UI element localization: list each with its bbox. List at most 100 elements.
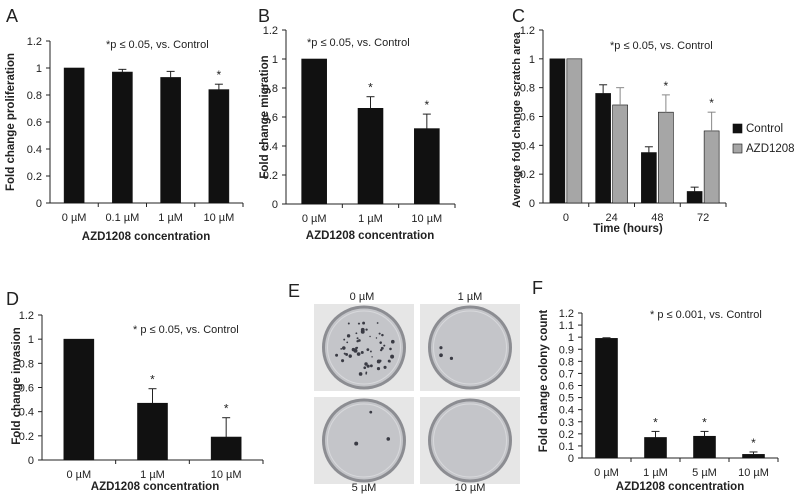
y-tick-label: 0.8 xyxy=(27,90,42,102)
significance-star: * xyxy=(224,402,229,416)
panel-letter: C xyxy=(512,6,525,26)
panel-f-colony-count-chart: F 00.10.20.30.40.50.60.70.80.911.11.2 0 µM… xyxy=(532,278,779,493)
x-tick-label: 0 xyxy=(563,212,569,224)
y-axis-title: Average fold change scratch area xyxy=(511,31,523,208)
colony-dot xyxy=(362,321,366,325)
colony-dot xyxy=(378,332,381,335)
y-tick-label: 1.2 xyxy=(263,25,278,37)
colony-dot xyxy=(357,322,361,325)
x-tick-label: 1 µM xyxy=(643,467,668,479)
y-tick-label: 1.2 xyxy=(27,36,42,48)
significance-note: *p ≤ 0.05, vs. Control xyxy=(610,40,713,52)
y-tick-label: 0.2 xyxy=(263,170,278,182)
x-tick-label: 10 µM xyxy=(411,213,442,225)
bar xyxy=(703,130,720,204)
bar xyxy=(63,338,95,461)
bar xyxy=(112,71,133,204)
y-tick-label: 0 xyxy=(568,453,574,465)
colony-dot xyxy=(363,366,367,370)
colony-dot xyxy=(356,337,359,340)
panel-e-colony-wells: E 0 µM 1 µM 5 µM 10 µM xyxy=(288,281,520,494)
y-tick-label: 0.8 xyxy=(263,83,278,95)
y-tick-label: 0.4 xyxy=(520,140,535,152)
y-tick-label: 0 xyxy=(36,198,42,210)
x-tick-label: 10 µM xyxy=(203,212,234,224)
panel-a-proliferation-chart: A 0 0.2 0.4 0.6 0.8 1 1.2 0 µM 0.1 µM 1 µM 10 µM * *p… xyxy=(5,6,244,243)
colony-dot xyxy=(365,371,368,374)
colony-dot xyxy=(346,334,351,338)
well-label: 5 µM xyxy=(352,482,377,494)
panel-b-migration-chart: B 0 0.2 0.4 0.6 0.8 1 1.2 0 µM 1 µM * 10 µM * *p ≤ 0.… xyxy=(258,6,456,242)
well-4: 10 µM xyxy=(420,397,520,494)
panel-letter: D xyxy=(6,289,19,309)
colony-dot xyxy=(369,335,371,338)
x-tick-label: 1 µM xyxy=(140,469,165,481)
colony-dot xyxy=(355,346,358,350)
well-1: 0 µM xyxy=(314,291,414,391)
x-tick-label: 24 xyxy=(606,212,618,224)
colony-dot xyxy=(369,350,372,353)
well-highlight xyxy=(433,310,507,385)
colony-dot xyxy=(376,322,379,324)
y-tick-label: 0.1 xyxy=(559,441,574,453)
colony-dot xyxy=(379,341,382,344)
well-label: 10 µM xyxy=(455,482,486,494)
y-tick-label: 0 xyxy=(529,198,535,210)
panel-letter: F xyxy=(532,278,543,298)
colony-dot xyxy=(389,347,392,351)
colony-dot xyxy=(340,348,343,350)
colony-dot xyxy=(369,364,373,368)
significance-note: * p ≤ 0.001, vs. Control xyxy=(650,309,762,321)
significance-note: * p ≤ 0.05, vs. Control xyxy=(133,324,239,336)
y-axis-title: Fold change migration xyxy=(259,55,271,178)
legend-swatch xyxy=(732,143,743,154)
bar xyxy=(414,128,440,205)
bar xyxy=(595,338,618,459)
x-tick-label: 0 µM xyxy=(62,212,87,224)
y-tick-label: 0.2 xyxy=(27,171,42,183)
well-label: 1 µM xyxy=(458,291,483,303)
y-tick-label: 1 xyxy=(529,54,535,66)
well-highlight xyxy=(327,403,401,478)
significance-star: * xyxy=(709,96,714,110)
x-tick-label: 0.1 µM xyxy=(105,212,139,224)
significance-star: * xyxy=(217,68,222,82)
y-tick-label: 0.3 xyxy=(559,417,574,429)
panel-c-scratch-area-chart: C 0 0.2 0.4 0.6 0.8 1 1.2 0 24 48 * 72 * *p ≤ 0.05, vs… xyxy=(511,6,795,235)
y-tick-label: 0.6 xyxy=(520,112,535,124)
significance-star: * xyxy=(751,436,756,450)
colony-dot xyxy=(369,410,373,414)
panel-letter: E xyxy=(288,281,300,301)
well-interior xyxy=(431,308,509,387)
y-tick-label: 1.2 xyxy=(19,310,34,322)
colony-dot xyxy=(381,333,384,337)
well-interior xyxy=(325,401,403,480)
colony-dot xyxy=(351,347,356,352)
x-tick-label: 10 µM xyxy=(211,469,242,481)
bar xyxy=(208,89,230,204)
y-tick-label: 0.2 xyxy=(19,431,34,443)
colony-dot xyxy=(380,346,384,350)
bar xyxy=(137,402,168,461)
significance-star: * xyxy=(664,79,669,93)
x-axis-title: AZD1208 concentration xyxy=(616,481,744,493)
bar xyxy=(566,58,583,204)
colony-dot xyxy=(365,372,368,375)
panel-letter: A xyxy=(6,6,18,26)
well-interior xyxy=(431,401,509,480)
colony-dot xyxy=(449,356,454,360)
bar xyxy=(595,93,611,204)
bar xyxy=(612,104,628,204)
colony-dot xyxy=(366,364,370,368)
legend-swatch xyxy=(732,123,743,134)
colony-dot xyxy=(345,353,349,356)
bar xyxy=(693,435,716,459)
bar xyxy=(160,77,181,204)
colony-dot xyxy=(439,353,443,358)
colony-dot xyxy=(366,348,370,352)
colony-dot xyxy=(390,354,395,359)
significance-star: * xyxy=(424,98,429,112)
bar xyxy=(63,67,85,204)
significance-star: * xyxy=(150,373,155,387)
